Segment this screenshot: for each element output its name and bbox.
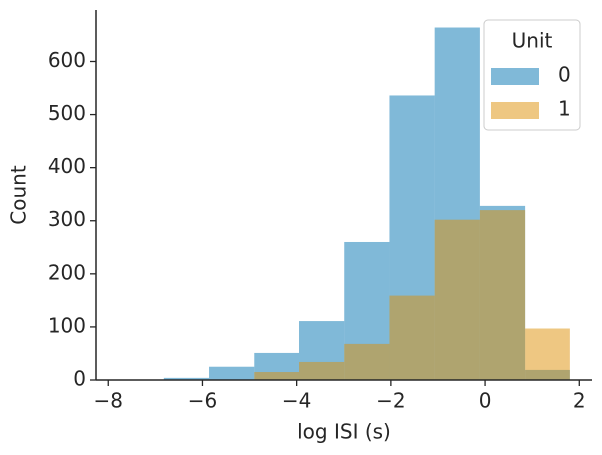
bar bbox=[299, 361, 345, 380]
y-tick-label: 400 bbox=[48, 154, 86, 178]
y-tick-label: 100 bbox=[48, 313, 86, 337]
bar bbox=[254, 372, 300, 380]
y-tick-label: 300 bbox=[48, 207, 86, 231]
bar bbox=[163, 377, 210, 380]
bars bbox=[163, 27, 570, 381]
legend-swatch bbox=[491, 102, 539, 119]
x-tick-label: −6 bbox=[188, 389, 217, 413]
x-tick-label: −2 bbox=[376, 389, 405, 413]
x-tick-label: 2 bbox=[573, 389, 586, 413]
legend-label: 0 bbox=[558, 63, 571, 87]
y-axis-label: Count bbox=[7, 165, 31, 225]
x-tick-label: −8 bbox=[94, 389, 123, 413]
legend-swatch bbox=[491, 68, 539, 85]
x-axis-label: log ISI (s) bbox=[297, 420, 391, 444]
bar bbox=[209, 366, 255, 380]
x-tick-label: −4 bbox=[282, 389, 311, 413]
legend: Unit 0 1 bbox=[483, 19, 581, 131]
bar bbox=[344, 343, 390, 380]
bar bbox=[389, 295, 435, 380]
bar bbox=[525, 328, 570, 380]
x-tick-label: 0 bbox=[479, 389, 492, 413]
y-tick-label: 0 bbox=[73, 367, 86, 391]
y-tick-label: 600 bbox=[48, 48, 86, 72]
y-tick-label: 500 bbox=[48, 101, 86, 125]
bar bbox=[434, 219, 480, 380]
bar bbox=[479, 210, 526, 380]
legend-title: Unit bbox=[512, 29, 553, 53]
legend-label: 1 bbox=[558, 97, 571, 121]
y-tick-label: 200 bbox=[48, 260, 86, 284]
